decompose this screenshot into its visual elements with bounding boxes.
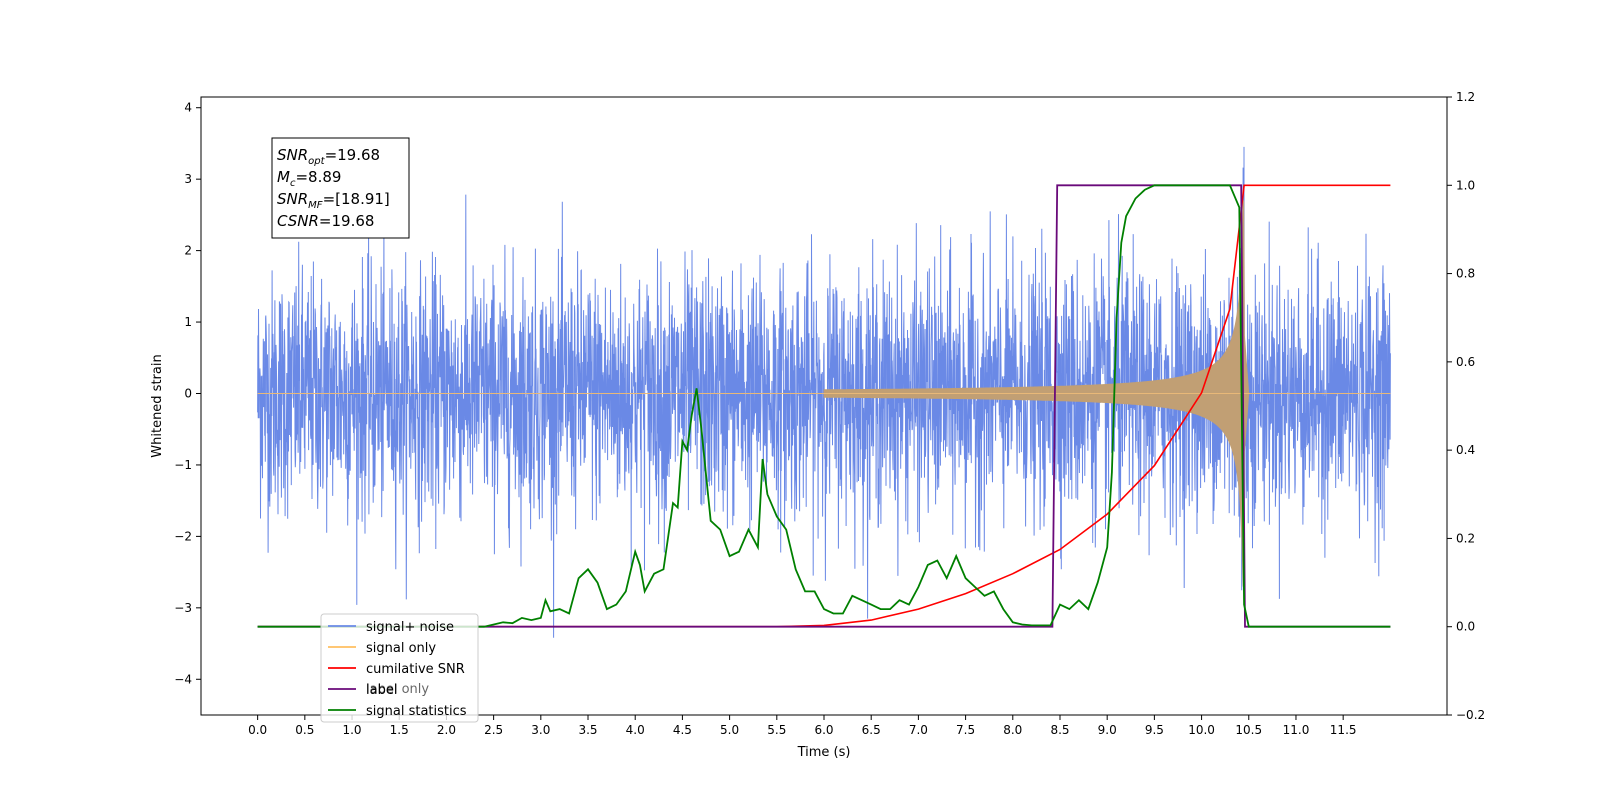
x-tick-label: 11.0 [1283,723,1310,737]
y-axis-left: −4 −3 −2 −1 0 1 2 3 4 [174,101,201,686]
x-tick-label: 1.5 [390,723,409,737]
x-tick-label: 7.5 [956,723,975,737]
y-right-tick-label: 1.2 [1456,90,1475,104]
y-right-tick-label: 0.2 [1456,531,1475,545]
legend-label: signal statistics [366,704,467,719]
x-tick-label: 3.0 [531,723,550,737]
x-tick-label: 4.0 [626,723,645,737]
x-tick-label: 10.5 [1235,723,1262,737]
x-tick-label: 5.5 [767,723,786,737]
x-tick-label: 2.5 [484,723,503,737]
x-tick-label: 8.0 [1003,723,1022,737]
annotation-box: SNRopt=19.68Mc=8.89SNRMF=[18.91]CSNR=19.… [271,137,410,239]
series-layer [257,146,1391,638]
x-tick-label: 5.0 [720,723,739,737]
annotation-line: SNRMF=[18.91] [277,190,390,211]
legend-hidden-entry: label only [366,682,429,697]
y-left-tick-label: −3 [174,601,192,615]
x-tick-label: 6.5 [862,723,881,737]
series-signal-statistics [257,184,1391,628]
legend-label: cumilative SNR [366,662,465,677]
y-left-tick-label: −1 [174,458,192,472]
y-left-tick-label: −4 [174,672,192,686]
y-right-tick-label: −0.2 [1456,708,1485,722]
y-right-tick-label: 0.4 [1456,443,1475,457]
y-axis-right: −0.2 0.0 0.2 0.4 0.6 0.8 1.0 1.2 [1447,90,1485,722]
legend-label: label [366,683,397,698]
x-axis-label: Time (s) [797,745,851,760]
x-tick-label: 6.0 [814,723,833,737]
x-tick-label: 2.0 [437,723,456,737]
x-tick-label: 9.5 [1145,723,1164,737]
y-right-tick-label: 0.8 [1456,267,1475,281]
x-tick-label: 4.5 [673,723,692,737]
y-left-tick-label: −2 [174,529,192,543]
annotation-line: SNRopt=19.68 [277,146,380,167]
annotation-line: Mc=8.89 [277,168,341,189]
y-left-tick-label: 0 [184,386,192,400]
y-right-tick-label: 0.0 [1456,620,1475,634]
x-tick-label: 7.0 [909,723,928,737]
y-left-tick-label: 1 [184,315,192,329]
y-axis-label: Whitened strain [150,354,165,457]
x-tick-label: 11.5 [1330,723,1357,737]
y-left-tick-label: 3 [184,172,192,186]
x-axis: 0.0 0.5 1.0 1.5 2.0 2.5 3.0 3.5 4.0 4.5 5.0 5.5 6.0 6… [248,715,1357,737]
x-tick-label: 0.5 [295,723,314,737]
x-tick-label: 9.0 [1098,723,1117,737]
x-tick-label: 0.0 [248,723,267,737]
x-tick-label: 1.0 [342,723,361,737]
x-tick-label: 10.0 [1188,723,1215,737]
legend-label: signal only [366,641,436,656]
y-right-tick-label: 0.6 [1456,355,1475,369]
legend-label: signal+ noise [366,620,454,635]
annotation-line: CSNR=19.68 [277,212,374,230]
legend: label only signal+ noise signal only cumil… [320,613,479,723]
y-left-tick-label: 2 [184,244,192,258]
y-left-tick-label: 4 [184,101,192,115]
x-tick-label: 8.5 [1050,723,1069,737]
y-right-tick-label: 1.0 [1456,178,1475,192]
x-tick-label: 3.5 [578,723,597,737]
